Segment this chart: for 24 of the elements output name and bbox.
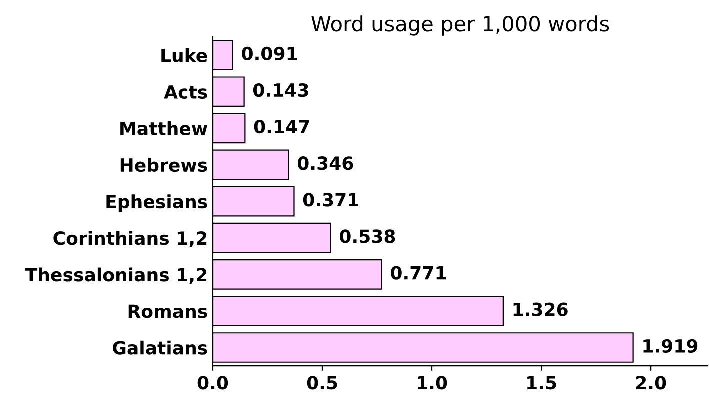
data-label: 0.371 <box>303 193 358 207</box>
y-tick-label: Acts <box>164 86 208 99</box>
data-label: 0.771 <box>391 266 446 280</box>
data-label: 0.143 <box>254 83 308 98</box>
x-tick-label: 0.5 <box>307 376 338 390</box>
x-tick-label: 0.0 <box>198 376 228 390</box>
y-tick-label: Hebrews <box>120 158 208 172</box>
data-label: 0.091 <box>242 46 298 61</box>
y-tick-label: Romans <box>128 304 208 318</box>
data-label: 1.919 <box>644 339 698 353</box>
y-tick-label: Matthew <box>120 122 208 136</box>
x-tick-label: 1.0 <box>418 376 448 390</box>
y-tick-label: Corinthians 1,2 <box>54 231 207 248</box>
y-tick-label: Thessalonians 1,2 <box>25 268 207 284</box>
data-label: 0.346 <box>298 156 354 170</box>
data-label: 0.538 <box>340 230 396 244</box>
x-tick-label: 2.0 <box>636 376 666 390</box>
y-tick-label: Luke <box>162 48 208 62</box>
data-label: 1.326 <box>514 302 568 316</box>
y-tick-label: Galatians <box>113 340 208 355</box>
x-tick-label: 1.5 <box>528 376 556 390</box>
data-label: 0.147 <box>254 120 310 134</box>
y-tick-label: Ephesians <box>106 194 208 212</box>
chart-title: Word usage per 1,000 words <box>312 16 610 36</box>
